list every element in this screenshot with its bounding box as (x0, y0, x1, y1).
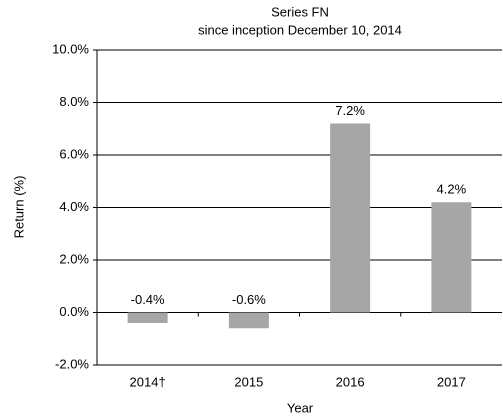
x-axis-label: Year (287, 400, 314, 415)
bar (330, 123, 371, 313)
value-label: -0.6% (232, 292, 266, 307)
bar (431, 202, 472, 313)
y-tick-label: -2.0% (55, 356, 89, 371)
value-label: 7.2% (335, 103, 365, 118)
y-tick-label: 10.0% (52, 41, 89, 56)
x-tick-label: 2016 (336, 374, 365, 389)
y-tick-label: 8.0% (59, 94, 89, 109)
y-tick-label: 6.0% (59, 146, 89, 161)
value-label: 4.2% (437, 182, 467, 197)
x-tick-label: 2014† (130, 374, 166, 389)
chart-title: Series FN (271, 4, 329, 19)
value-label: -0.4% (131, 292, 165, 307)
bar (127, 312, 168, 323)
y-tick-label: 2.0% (59, 251, 89, 266)
y-tick-label: 0.0% (59, 304, 89, 319)
x-tick-label: 2017 (437, 374, 466, 389)
chart-subtitle: since inception December 10, 2014 (198, 22, 402, 37)
y-axis-label: Return (%) (11, 176, 26, 239)
y-tick-label: 4.0% (59, 199, 89, 214)
bar (228, 312, 269, 329)
x-tick-label: 2015 (234, 374, 263, 389)
